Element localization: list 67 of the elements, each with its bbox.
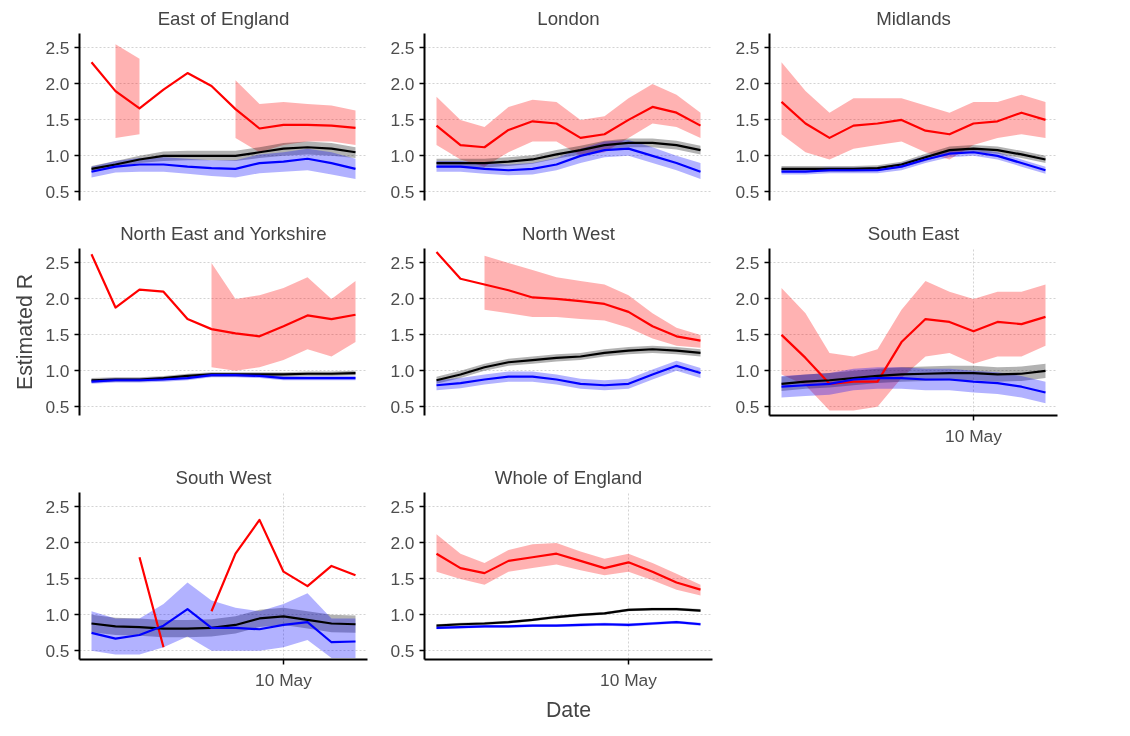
y-tick-label: 0.5	[45, 640, 70, 661]
chart-title: Midlands	[876, 7, 951, 29]
y-tick-label: 1.5	[390, 325, 415, 346]
y-tick-label: 1.5	[735, 325, 760, 346]
y-tick-label: 1.5	[45, 325, 70, 346]
x-tick-label: 10 May	[945, 425, 1003, 446]
y-tick-label: 0.5	[45, 181, 70, 202]
y-tick-label: 2.5	[390, 37, 415, 58]
chart-title: North East and Yorkshire	[120, 222, 327, 244]
chart-title: South West	[175, 466, 273, 488]
chart-title: North West	[522, 222, 616, 244]
y-tick-label: 2.0	[45, 532, 70, 553]
line-series	[435, 147, 702, 173]
y-tick-label: 1.5	[390, 568, 415, 589]
y-tick-label: 2.0	[390, 289, 415, 310]
y-tick-label: 1.0	[390, 604, 415, 625]
y-tick-label: 2.5	[45, 496, 70, 517]
y-tick-label: 2.0	[390, 73, 415, 94]
y-tick-label: 0.5	[735, 397, 760, 418]
chart-title: East of England	[157, 7, 290, 29]
line-series	[780, 316, 1047, 386]
y-tick-label: 0.5	[735, 181, 760, 202]
y-tick-label: 0.5	[390, 397, 415, 418]
line-series	[90, 146, 357, 170]
line-series	[780, 377, 1047, 394]
chart-title: London	[537, 7, 600, 29]
line-series	[780, 100, 1047, 139]
y-tick-label: 2.5	[735, 37, 760, 58]
y-tick-label: 2.5	[735, 253, 760, 274]
y-tick-label: 0.5	[390, 640, 415, 661]
x-axis-title: Date	[545, 697, 592, 722]
y-tick-label: 1.0	[735, 361, 760, 382]
line-series	[780, 370, 1047, 386]
y-tick-label: 2.0	[45, 73, 70, 94]
y-tick-label: 2.5	[390, 253, 415, 274]
y-tick-label: 0.5	[390, 181, 415, 202]
y-tick-label: 2.5	[45, 37, 70, 58]
line-series	[435, 251, 702, 343]
y-tick-label: 2.0	[735, 289, 760, 310]
chart-title: South East	[867, 222, 960, 244]
y-tick-label: 2.0	[45, 289, 70, 310]
y-tick-label: 1.5	[735, 109, 760, 130]
y-tick-label: 2.5	[45, 253, 70, 274]
y-tick-label: 1.5	[390, 109, 415, 130]
y-tick-label: 1.0	[735, 145, 760, 166]
y-axis-title: Estimated R	[13, 274, 38, 391]
y-tick-label: 2.0	[390, 532, 415, 553]
y-tick-label: 1.0	[390, 145, 415, 166]
line-series	[435, 552, 702, 591]
x-tick-label: 10 May	[600, 669, 658, 690]
line-series	[90, 607, 357, 643]
y-tick-label: 2.5	[390, 496, 415, 517]
y-tick-label: 1.0	[390, 361, 415, 382]
line-series	[90, 253, 357, 338]
line-series	[90, 157, 357, 173]
y-tick-label: 2.0	[735, 73, 760, 94]
y-tick-label: 0.5	[45, 397, 70, 418]
y-tick-label: 1.5	[45, 109, 70, 130]
chart-title: Whole of England	[494, 466, 643, 488]
y-tick-label: 1.0	[45, 604, 70, 625]
x-tick-label: 10 May	[255, 669, 313, 690]
line-series	[90, 61, 357, 130]
y-tick-label: 1.5	[45, 568, 70, 589]
line-series	[90, 614, 357, 630]
line-series	[435, 105, 702, 149]
y-tick-label: 1.0	[45, 361, 70, 382]
y-tick-label: 1.0	[45, 145, 70, 166]
